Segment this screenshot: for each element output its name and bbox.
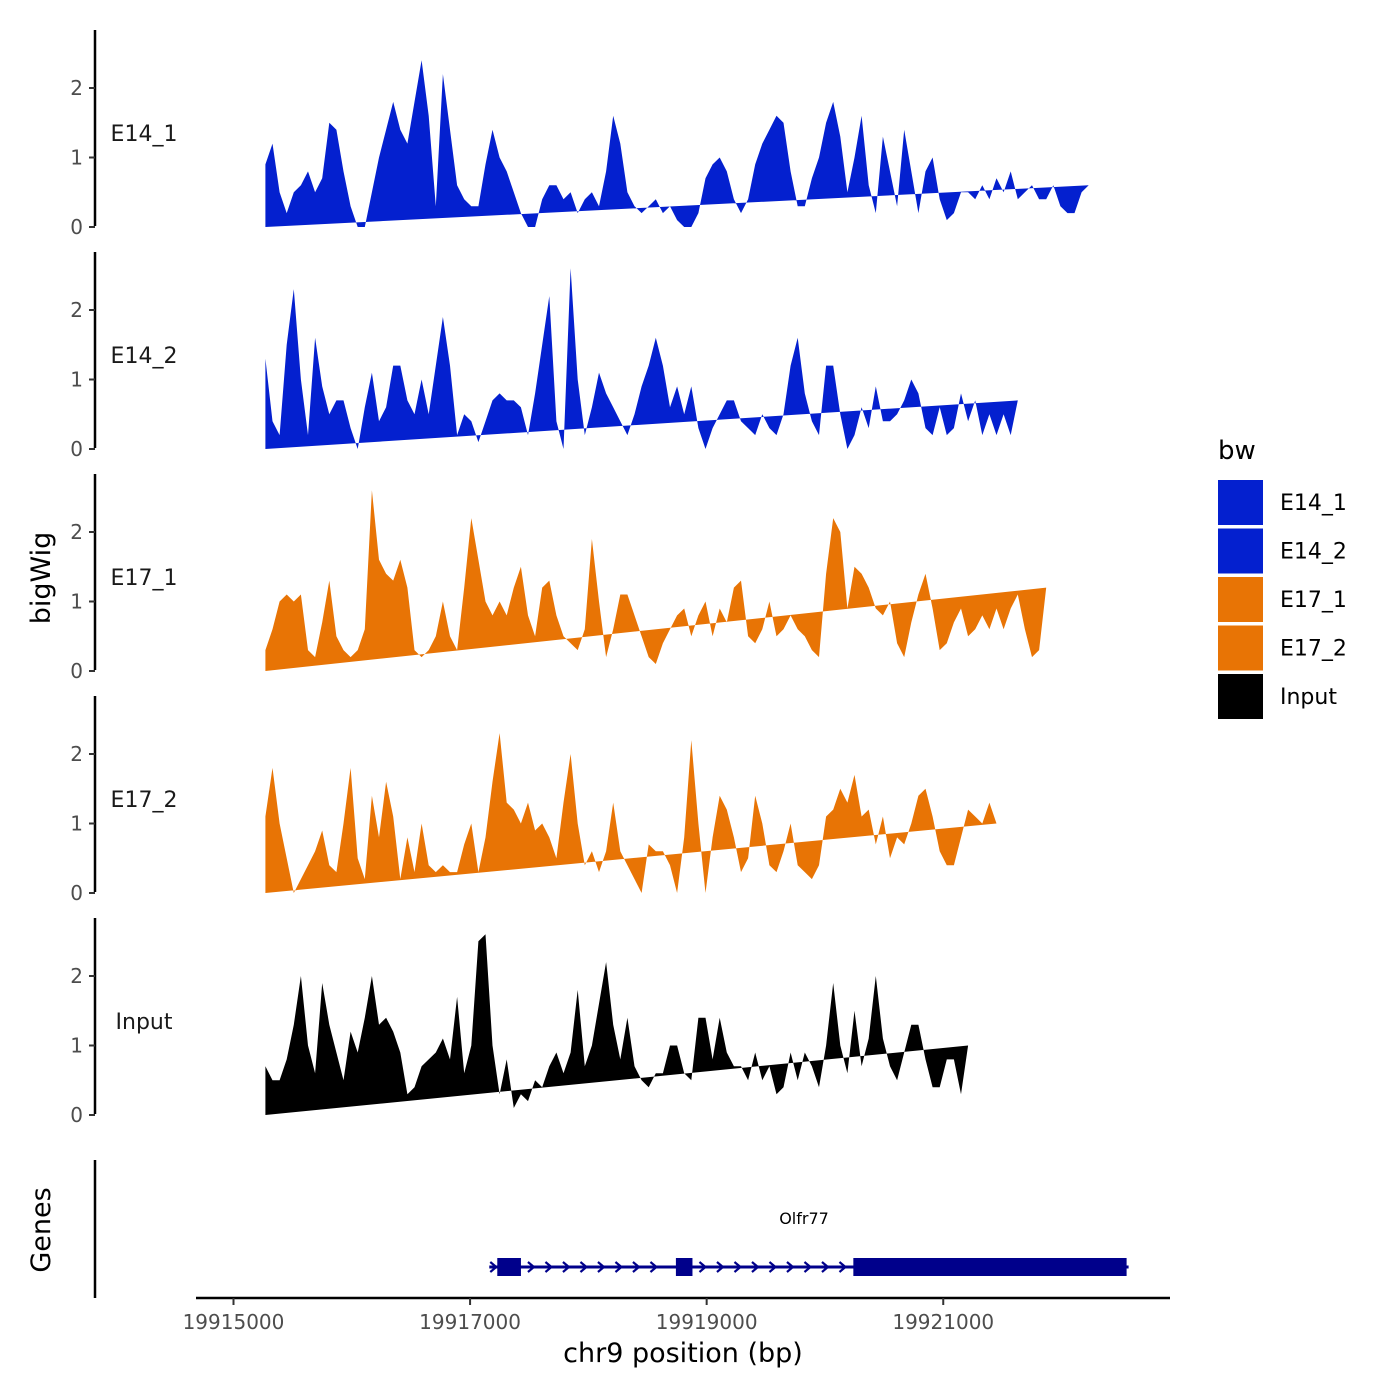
legend-swatch-E14_2	[1218, 528, 1263, 574]
signal-area-E17_1	[265, 490, 1047, 671]
strand-arrow	[803, 1261, 813, 1273]
strand-arrow	[614, 1261, 624, 1273]
y-tick-label: 1	[70, 368, 83, 392]
strand-arrow	[838, 1261, 848, 1273]
strand-arrow	[751, 1261, 760, 1273]
legend-title: bw	[1218, 436, 1256, 466]
y-tick-label: 1	[70, 146, 83, 170]
legend-swatch-E17_1	[1218, 577, 1263, 622]
track-label: E17_2	[111, 788, 178, 813]
y-axis-title: bigWig	[26, 532, 57, 625]
strand-arrow	[562, 1261, 571, 1273]
legend-label-E14_1: E14_1	[1280, 491, 1347, 516]
x-tick-label: 19921000	[892, 1310, 994, 1334]
exon-2	[675, 1258, 693, 1276]
y-tick-label: 0	[70, 881, 83, 905]
x-axis-title: chr9 position (bp)	[563, 1338, 803, 1369]
y-tick-label: 2	[70, 520, 83, 544]
y-tick-label: 2	[70, 964, 83, 988]
strand-arrow	[768, 1261, 778, 1273]
legend: bw E14_1 E14_2 E17_1 E17_2 Input	[1218, 436, 1347, 719]
track-E14_1: 0 1 2 E14_1	[70, 30, 1089, 239]
legend-swatch-E14_1	[1218, 480, 1263, 525]
x-tick-label: 19919000	[656, 1310, 758, 1334]
strand-arrow	[632, 1261, 641, 1273]
x-axis: 19915000 19917000 19919000 19921000	[183, 1296, 1170, 1334]
strand-arrow	[489, 1261, 498, 1273]
tracks-layer: 0 1 2 E14_1 0 1 2 E14_2 0 1 2 E17_1 0 1 2 E17_2 0 1 2 Input	[70, 30, 1089, 1127]
strand-arrow	[597, 1261, 606, 1273]
track-E17_1: 0 1 2 E17_1	[70, 474, 1047, 683]
gene-track	[93, 1160, 1129, 1298]
y-tick-label: 1	[70, 590, 83, 614]
track-E17_2: 0 1 2 E17_2	[70, 696, 997, 905]
track-E14_2: 0 1 2 E14_2	[70, 252, 1018, 461]
strand-arrow	[733, 1261, 743, 1273]
gene-label: Olfr77	[779, 1209, 829, 1228]
x-tick-label: 19917000	[419, 1310, 521, 1334]
track-label: Input	[116, 1010, 173, 1035]
legend-swatch-Input	[1218, 674, 1263, 719]
legend-label-Input: Input	[1280, 685, 1337, 710]
signal-area-Input	[265, 934, 969, 1115]
strand-arrow	[698, 1261, 708, 1273]
y-tick-label: 0	[70, 437, 83, 461]
y-tick-label: 0	[70, 215, 83, 239]
signal-area-E14_2	[265, 268, 1018, 449]
track-Input: 0 1 2 Input	[70, 918, 969, 1127]
y-tick-label: 2	[70, 298, 83, 322]
exon-1	[497, 1258, 521, 1276]
strand-arrow	[527, 1261, 536, 1273]
y-tick-label: 2	[70, 76, 83, 100]
exon-3	[853, 1258, 1127, 1276]
legend-label-E17_1: E17_1	[1280, 588, 1347, 613]
x-tick-label: 19915000	[183, 1310, 285, 1334]
signal-area-E14_1	[265, 60, 1089, 228]
strand-arrow	[649, 1261, 659, 1273]
track-label: E14_2	[111, 344, 178, 369]
strand-arrow	[821, 1261, 830, 1273]
track-label: E14_1	[111, 122, 178, 147]
y-tick-label: 2	[70, 742, 83, 766]
y-tick-label: 1	[70, 1034, 83, 1058]
y-tick-label: 0	[70, 659, 83, 683]
legend-swatch-E17_2	[1218, 625, 1263, 671]
strand-arrow	[544, 1261, 554, 1273]
track-label: E17_1	[111, 566, 178, 591]
strand-arrow	[786, 1261, 795, 1273]
y-tick-label: 0	[70, 1103, 83, 1127]
strand-arrow	[579, 1261, 589, 1273]
strand-arrow	[716, 1261, 725, 1273]
legend-label-E17_2: E17_2	[1280, 637, 1347, 662]
legend-label-E14_2: E14_2	[1280, 540, 1347, 565]
y-tick-label: 1	[70, 812, 83, 836]
signal-area-E17_2	[265, 733, 997, 893]
genes-axis-title: Genes	[26, 1187, 57, 1272]
